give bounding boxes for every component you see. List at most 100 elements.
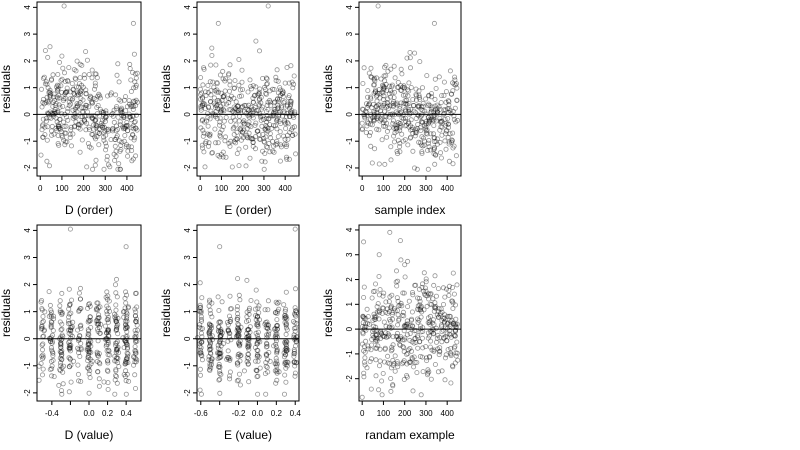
data-point	[198, 304, 204, 310]
data-point	[73, 105, 79, 111]
data-point	[386, 114, 392, 120]
data-point	[124, 318, 130, 324]
data-point	[426, 101, 432, 107]
data-point	[390, 310, 396, 316]
data-point	[273, 380, 279, 386]
data-point	[83, 113, 89, 119]
data-point	[67, 320, 73, 326]
data-point	[435, 286, 441, 292]
data-point	[283, 346, 289, 352]
data-point	[443, 122, 449, 128]
data-point	[112, 137, 118, 143]
data-point	[373, 332, 379, 338]
data-point	[447, 327, 453, 333]
data-point	[75, 371, 81, 377]
data-point	[284, 65, 290, 71]
data-point	[88, 339, 94, 345]
data-point	[291, 359, 297, 365]
data-point	[376, 363, 382, 369]
data-point	[372, 146, 378, 152]
data-point	[96, 312, 102, 318]
data-point	[211, 100, 217, 106]
data-point	[388, 303, 394, 309]
data-point	[78, 325, 84, 331]
data-point	[437, 310, 443, 316]
data-point	[226, 107, 232, 113]
data-point	[426, 118, 432, 124]
data-point	[388, 144, 394, 150]
data-point	[445, 347, 451, 353]
data-point	[76, 92, 82, 98]
data-point	[407, 359, 413, 365]
data-point	[124, 350, 130, 356]
data-point	[397, 106, 403, 112]
data-point	[68, 342, 74, 348]
data-point	[96, 360, 102, 366]
data-point	[39, 306, 45, 312]
data-point	[413, 92, 419, 98]
data-point	[374, 304, 380, 310]
data-point	[40, 334, 46, 340]
data-point	[236, 146, 242, 152]
data-point	[91, 95, 97, 101]
data-point	[211, 95, 217, 101]
data-point	[413, 97, 419, 103]
y-tick-label: -1	[183, 137, 192, 145]
y-tick-label: 3	[23, 255, 32, 260]
data-point	[427, 313, 433, 319]
data-point	[134, 99, 140, 105]
data-point	[382, 346, 388, 352]
data-point	[95, 315, 101, 321]
data-point	[446, 158, 452, 164]
data-point	[404, 332, 410, 338]
data-point	[435, 369, 441, 375]
data-point	[212, 102, 218, 108]
data-point	[40, 116, 46, 122]
data-point	[449, 298, 455, 304]
data-point	[51, 110, 57, 116]
data-point	[438, 124, 444, 130]
data-point	[392, 308, 398, 314]
data-point	[257, 111, 263, 117]
data-point	[235, 108, 241, 114]
data-point	[433, 325, 439, 331]
data-point	[65, 109, 71, 115]
data-point	[124, 142, 130, 148]
data-point	[431, 117, 437, 123]
y-tick-label: 0	[23, 336, 32, 341]
data-point	[272, 106, 278, 112]
data-point	[360, 81, 366, 87]
data-point	[432, 161, 438, 167]
data-point	[277, 158, 283, 164]
data-point	[196, 324, 202, 330]
data-point	[423, 344, 429, 350]
x-tick-label: 0.4	[290, 409, 302, 418]
data-point	[51, 98, 57, 104]
data-point	[132, 335, 138, 341]
data-point	[410, 323, 416, 329]
data-point	[371, 90, 377, 96]
data-point	[431, 123, 437, 129]
data-point	[47, 366, 53, 372]
data-point	[367, 358, 373, 364]
data-point	[411, 103, 417, 109]
data-point	[246, 379, 252, 385]
data-point	[57, 309, 63, 315]
data-point	[418, 314, 424, 320]
data-point	[115, 359, 121, 365]
data-point	[406, 100, 412, 106]
data-point	[126, 111, 132, 117]
data-point	[228, 93, 234, 99]
data-point	[225, 354, 231, 360]
data-point	[244, 132, 250, 138]
data-point	[425, 114, 431, 120]
data-point	[56, 142, 62, 148]
data-point	[433, 139, 439, 145]
data-point	[255, 314, 261, 320]
data-point	[79, 62, 85, 68]
data-point	[400, 84, 406, 90]
data-point	[265, 144, 271, 150]
data-point	[198, 326, 204, 332]
data-point	[123, 360, 129, 366]
